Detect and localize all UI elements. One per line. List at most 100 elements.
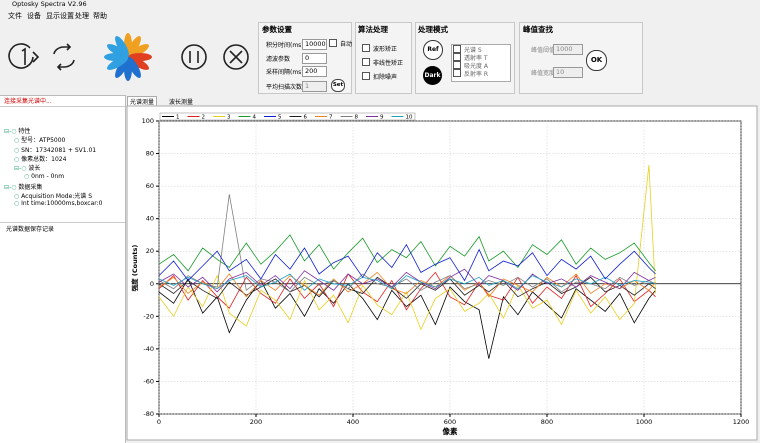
algorithm-checkbox[interactable]: 扣除噪声	[362, 72, 397, 81]
mode-option[interactable]: 吸光度 A	[453, 61, 488, 70]
y-axis-label: 强度 (Counts)	[130, 245, 139, 292]
legend-label: 3	[227, 115, 231, 121]
series-line	[158, 271, 656, 311]
y-tick-label: -20	[143, 312, 154, 320]
ok-button[interactable]: OK	[586, 50, 607, 71]
average-input[interactable]: 1	[302, 81, 327, 92]
mode-list	[451, 44, 511, 82]
tree-node[interactable]: ○ 型号：ATP5000	[14, 135, 65, 144]
label: 峰值阈值	[531, 47, 556, 54]
legend-label: 10	[406, 115, 413, 121]
tree-node[interactable]: ⊟-○ 波长	[14, 163, 40, 172]
menu-item[interactable]: 处理	[75, 12, 89, 20]
label: 非线性矫正	[373, 60, 404, 67]
tree-icon: ○	[14, 200, 22, 208]
legend-label: 9	[380, 115, 384, 121]
algorithm-checkbox[interactable]: 非线性矫正	[362, 58, 403, 67]
label: 积分时间(ms)	[266, 42, 304, 49]
stop-button[interactable]	[223, 44, 249, 70]
x-tick-label: 1000	[636, 418, 653, 426]
tree-icon: ⊟-○	[14, 165, 29, 173]
single-scan-button[interactable]	[8, 43, 40, 69]
mode-option[interactable]: 光谱 S	[453, 45, 482, 54]
tree-icon: ○	[14, 137, 22, 145]
label: 峰值宽度	[531, 70, 556, 77]
toolbar	[8, 33, 249, 81]
tree-label: 型号：ATP5000	[21, 137, 66, 145]
mode-option[interactable]: 透射率 T	[453, 53, 488, 62]
interval-input[interactable]: 200	[302, 66, 327, 77]
tree-icon: ○	[14, 155, 22, 163]
integration-input[interactable]: 10000	[302, 39, 327, 50]
continuous-scan-button[interactable]	[53, 43, 75, 71]
label: 光谱 S	[464, 47, 482, 54]
x-tick-label: 200	[250, 418, 262, 426]
menu-item[interactable]: 帮助	[93, 12, 107, 20]
ref-button[interactable]: Ref	[423, 40, 443, 60]
tree-icon: ○	[14, 193, 22, 201]
menu-item[interactable]: 文件	[8, 12, 22, 20]
x-tick-label: 800	[541, 418, 553, 426]
x-tick-label: 0	[157, 418, 161, 426]
tree-node[interactable]: ⊟-○ 数据采集	[4, 182, 42, 191]
legend-label: 7	[329, 115, 333, 121]
series-line	[158, 278, 656, 359]
section-title: 参数设置	[262, 25, 292, 34]
tree-icon: ○	[14, 146, 22, 154]
label: 采样间隔(ms)	[266, 69, 304, 76]
series-line	[158, 271, 656, 298]
tree-label: 像素总数：1024	[21, 155, 67, 163]
pause-button[interactable]	[181, 44, 207, 70]
log-title: 光谱数据保存记录	[6, 226, 55, 233]
tree-node[interactable]: ○ SN：17342081 + SV1.01	[14, 145, 96, 154]
y-tick-label: 0	[150, 280, 154, 288]
tree-icon: ⊟-○	[4, 183, 19, 191]
threshold-input[interactable]: 1000	[553, 44, 583, 55]
left-panel	[0, 95, 126, 443]
series-line	[158, 268, 656, 293]
y-tick-label: 80	[146, 150, 154, 158]
series-line	[158, 234, 656, 272]
label: 反射率 R	[464, 71, 489, 78]
legend-label: 1	[176, 115, 180, 121]
peak-panel	[519, 22, 643, 94]
filter-input[interactable]: 0	[302, 53, 327, 64]
menu-item[interactable]: 显示设置	[46, 12, 74, 20]
y-tick-label: 20	[146, 247, 154, 255]
width-input[interactable]: 10	[553, 67, 583, 78]
algorithm-checkbox[interactable]: 波形矫正	[362, 44, 397, 53]
label: 滤波参数	[266, 56, 291, 63]
menu-item[interactable]: 设备	[27, 12, 41, 20]
auto-checkbox[interactable]: 自动	[329, 39, 352, 48]
tree-node[interactable]: ○ 像素总数：1024	[14, 154, 66, 163]
tab[interactable]: 波长测量	[169, 99, 194, 106]
tree-node[interactable]: ○ 0nm - 0nm	[24, 173, 64, 180]
tree-node[interactable]: ○ Int time:10000ms,boxcar:0	[14, 200, 102, 207]
separator	[0, 222, 125, 223]
legend-box	[159, 112, 416, 121]
y-tick-label: -60	[143, 377, 154, 385]
x-tick-label: 400	[347, 418, 359, 426]
label: 扣除噪声	[373, 74, 398, 81]
tree-label: 波长	[28, 165, 41, 173]
status-text: 连接采集光谱中...	[4, 98, 52, 105]
legend-label: 6	[304, 115, 308, 121]
y-tick-label: -40	[143, 345, 154, 353]
tree-icon: ○	[24, 172, 32, 180]
tree-label: 数据采集	[18, 183, 43, 191]
y-tick-label: 40	[146, 215, 154, 223]
mode-option[interactable]: 反射率 R	[453, 69, 488, 78]
tree-label: Acquisition Mode:光谱 S	[21, 193, 93, 201]
tree-node[interactable]: ⊟-○ 特性	[4, 126, 30, 135]
tree-node[interactable]: ○ Acquisition Mode:光谱 S	[14, 191, 92, 200]
algorithm-panel	[355, 22, 412, 94]
section-title: 处理模式	[418, 25, 448, 34]
tab[interactable]: 光谱测量	[127, 96, 158, 106]
dark-button[interactable]: Dark	[423, 66, 442, 85]
y-tick-label: -80	[143, 410, 154, 418]
section-title: 峰值查找	[523, 25, 553, 34]
series-line	[158, 194, 656, 293]
label: 平均扫描次数	[266, 84, 303, 91]
set-button[interactable]: Set	[331, 79, 345, 92]
